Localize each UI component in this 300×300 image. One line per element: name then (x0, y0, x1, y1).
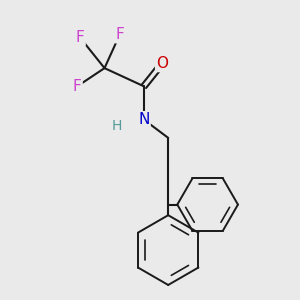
Text: F: F (73, 79, 82, 94)
Text: F: F (76, 30, 85, 45)
Text: O: O (156, 56, 168, 71)
Text: N: N (138, 112, 150, 127)
Text: F: F (115, 27, 124, 42)
Text: H: H (112, 119, 122, 133)
